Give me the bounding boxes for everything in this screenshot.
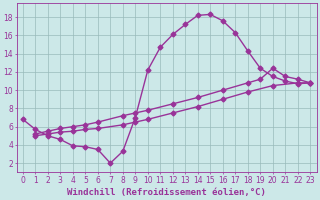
- X-axis label: Windchill (Refroidissement éolien,°C): Windchill (Refroidissement éolien,°C): [67, 188, 266, 197]
